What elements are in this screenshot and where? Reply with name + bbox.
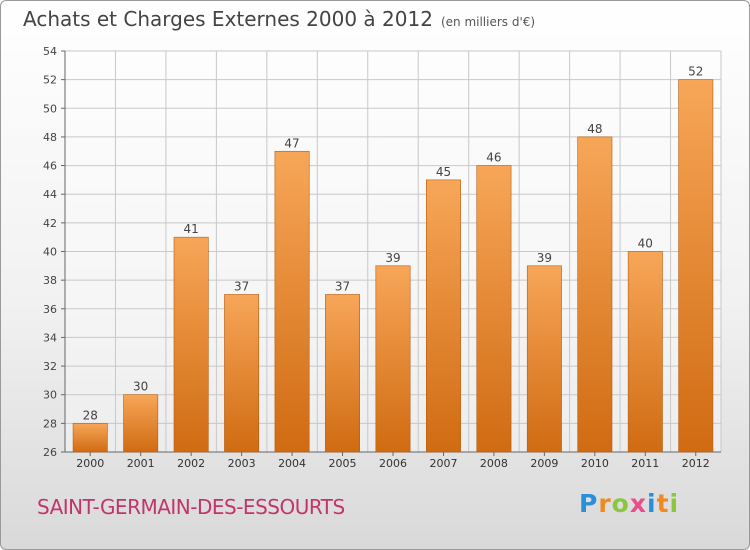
data-label: 39	[385, 251, 400, 265]
brand-letter: t	[656, 489, 670, 518]
bar-2000	[72, 423, 108, 453]
y-tick-label: 42	[43, 217, 57, 230]
x-tick-label: 2002	[177, 457, 205, 470]
y-tick-label: 34	[43, 331, 57, 344]
bar-2004	[274, 150, 310, 453]
x-tick-label: 2008	[480, 457, 508, 470]
brand-letter: o	[611, 489, 630, 518]
bars	[72, 79, 714, 453]
data-label: 37	[335, 279, 350, 293]
data-label: 48	[587, 122, 602, 136]
bar-2002	[173, 236, 209, 453]
y-tick-label: 44	[43, 188, 57, 201]
chart-unit: (en milliers d'€)	[440, 15, 536, 29]
bar-2001	[123, 394, 159, 453]
data-label: 30	[133, 380, 148, 394]
y-tick-label: 28	[43, 417, 57, 430]
y-tick-label: 54	[43, 45, 57, 58]
y-tick-label: 30	[43, 389, 57, 402]
data-label: 40	[638, 237, 653, 251]
bar-2003	[224, 294, 260, 453]
data-label: 45	[436, 165, 451, 179]
data-label: 47	[284, 136, 299, 150]
y-tick-label: 50	[43, 102, 57, 115]
chart-title-text: Achats et Charges Externes 2000 à 2012	[23, 7, 433, 31]
brand-letter: i	[669, 489, 680, 518]
data-label: 28	[83, 408, 98, 422]
y-tick-label: 46	[43, 160, 57, 173]
x-tick-label: 2012	[682, 457, 710, 470]
bar-2006	[375, 265, 411, 453]
x-tick-label: 2007	[429, 457, 457, 470]
y-tick-label: 38	[43, 274, 57, 287]
x-tick-label: 2010	[581, 457, 609, 470]
y-tick-label: 32	[43, 360, 57, 373]
x-tick-label: 2009	[530, 457, 558, 470]
brand-letter: r	[598, 489, 612, 518]
x-tick-label: 2004	[278, 457, 306, 470]
bar-2010	[577, 136, 613, 453]
bar-2007	[426, 179, 461, 453]
chart-title: Achats et Charges Externes 2000 à 2012 (e…	[23, 7, 535, 31]
x-tick-label: 2000	[76, 457, 104, 470]
brand-letter: i	[647, 489, 657, 518]
data-label: 39	[537, 251, 552, 265]
data-label: 52	[688, 65, 703, 79]
bar-2011	[627, 251, 663, 453]
y-tick-label: 40	[43, 246, 57, 259]
y-tick-label: 36	[43, 303, 57, 316]
data-label: 41	[184, 222, 199, 236]
bar-2008	[476, 165, 512, 453]
brand-letter: x	[629, 489, 647, 518]
x-tick-label: 2011	[631, 457, 659, 470]
y-tick-label: 26	[43, 446, 57, 459]
commune-name: SAINT-GERMAIN-DES-ESSOURTS	[37, 495, 345, 519]
x-tick-label: 2005	[329, 457, 357, 470]
bar-2012	[678, 79, 714, 453]
bar-2009	[526, 265, 562, 453]
x-tick-label: 2006	[379, 457, 407, 470]
x-tick-label: 2001	[127, 457, 155, 470]
bar-2005	[325, 294, 360, 453]
data-label: 46	[486, 151, 501, 165]
data-label: 37	[234, 279, 249, 293]
y-tick-label: 52	[43, 74, 57, 87]
x-tick-label: 2003	[228, 457, 256, 470]
data-labels: 28 30 41 37 47 37 39 45 46 39 48 40 52	[83, 65, 704, 423]
proxiti-logo: Proxiti	[579, 489, 679, 518]
brand-letter: P	[579, 489, 599, 518]
y-tick-label: 48	[43, 131, 57, 144]
